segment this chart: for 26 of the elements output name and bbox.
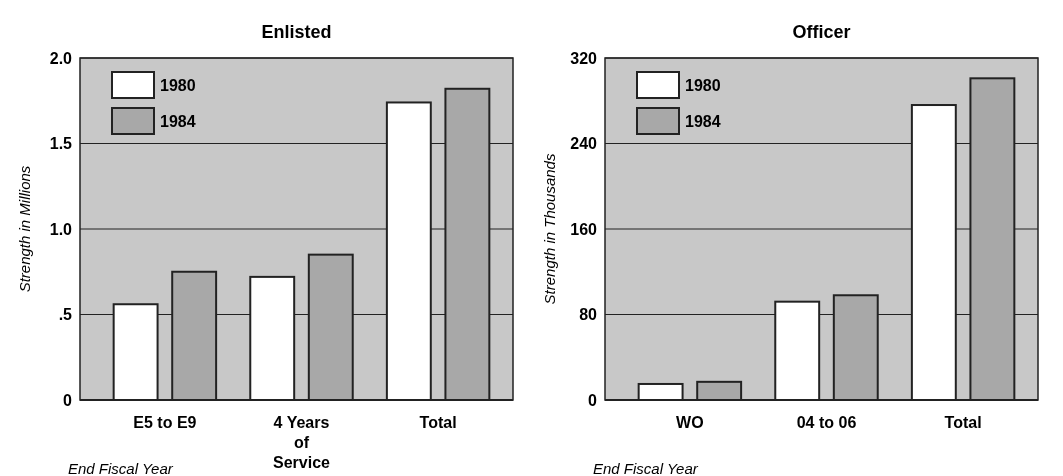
x-tick-label: 04 to 06 <box>796 414 857 431</box>
x-tick-label: Total <box>419 414 457 431</box>
legend-label: 1980 <box>160 76 196 94</box>
y-tick-label: 320 <box>570 49 598 67</box>
x-tick-label: WO <box>676 414 704 431</box>
legend-label: 1980 <box>685 76 721 94</box>
chart-title: Officer <box>792 22 851 42</box>
y-tick-label: 1.0 <box>49 220 73 238</box>
y-tick-label: 240 <box>570 135 598 153</box>
legend-label: 1984 <box>685 112 721 130</box>
legend-label: 1984 <box>160 112 196 130</box>
y-axis-title: Strength in Thousands <box>541 153 558 305</box>
y-tick-label: 0 <box>63 391 73 409</box>
text: End Fiscal Year <box>68 460 174 476</box>
y-tick-label: 2.0 <box>49 49 73 67</box>
text: End Fiscal Year <box>593 460 699 476</box>
chart-title: Enlisted <box>261 22 332 42</box>
y-tick-label: 160 <box>570 220 598 238</box>
x-tick-label: 4 Years of Service <box>273 414 331 471</box>
y-tick-label: 0 <box>588 391 598 409</box>
y-axis-title: Strength in Millions <box>16 165 33 293</box>
y-tick-label: 80 <box>579 306 598 324</box>
x-tick-label: Total <box>944 414 982 431</box>
y-tick-label: .5 <box>58 306 73 324</box>
x-tick-label: E5 to E9 <box>133 414 197 431</box>
y-tick-label: 1.5 <box>49 135 73 153</box>
